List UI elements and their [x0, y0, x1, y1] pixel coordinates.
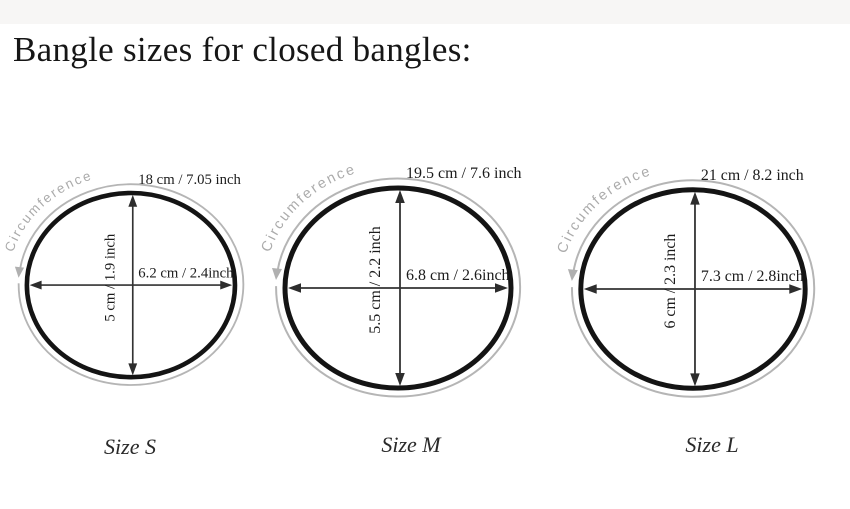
vertical-diameter-value: 6 cm / 2.3 inch: [662, 234, 679, 329]
circumference-value: 21 cm / 8.2 inch: [701, 167, 804, 184]
bangle-diagram-l: Circumference 21 cm / 8.2 inch 7.3 cm / …: [554, 163, 816, 398]
arrowhead-right-icon: [220, 280, 233, 290]
vertical-diameter-value: 5.5 cm / 2.2 inch: [367, 226, 384, 334]
arrowhead-down-icon: [395, 373, 405, 386]
circumference-value: 19.5 cm / 7.6 inch: [406, 165, 522, 182]
bangle-ring: [282, 185, 514, 391]
arrowhead-left-icon: [29, 280, 42, 290]
circumference-arrowhead-icon: [272, 268, 282, 280]
circumference-arc: [275, 177, 522, 398]
circumference-arc: [570, 179, 816, 398]
bangle-size-m: Circumference 19.5 cm / 7.6 inch 6.8 cm …: [258, 150, 536, 458]
arrowhead-up-icon: [395, 190, 405, 203]
circumference-value: 18 cm / 7.05 inch: [138, 172, 241, 188]
arrowhead-down-icon: [690, 373, 700, 387]
size-label: Size L: [685, 432, 739, 458]
circumference-curved-label: Circumference: [258, 161, 358, 254]
circumference-curved-label: Circumference: [2, 167, 94, 253]
vertical-diameter-value: 5 cm / 1.9 inch: [102, 233, 118, 322]
arrowhead-left-icon: [583, 284, 597, 294]
arrowhead-left-icon: [288, 283, 301, 293]
horizontal-diameter-value: 6.2 cm / 2.4inch: [138, 266, 234, 282]
circumference-arrowhead-icon: [14, 266, 25, 278]
size-label: Size S: [104, 434, 156, 460]
bangle-ring: [578, 187, 808, 391]
arrowhead-up-icon: [128, 194, 138, 207]
circumference-arrowhead-icon: [567, 269, 578, 282]
arrowhead-down-icon: [128, 363, 138, 376]
circumference-arc: [17, 183, 245, 386]
bangle-ring: [24, 190, 238, 380]
circumference-curved-label: Circumference: [554, 163, 653, 255]
bangle-size-s: Circumference 18 cm / 7.05 inch 6.2 cm /…: [2, 158, 258, 460]
page-title: Bangle sizes for closed bangles:: [13, 30, 472, 69]
horizontal-diameter-value: 6.8 cm / 2.6inch: [406, 267, 510, 284]
bangle-diagram-s: Circumference 18 cm / 7.05 inch 6.2 cm /…: [2, 167, 245, 386]
bangle-size-l: Circumference 21 cm / 8.2 inch 7.3 cm / …: [554, 152, 830, 458]
horizontal-diameter-value: 7.3 cm / 2.8inch: [701, 268, 804, 285]
bangle-diagram-m: Circumference 19.5 cm / 7.6 inch 6.8 cm …: [258, 161, 522, 398]
arrowhead-right-icon: [789, 284, 803, 294]
arrowhead-up-icon: [690, 191, 700, 205]
size-label: Size M: [381, 432, 441, 457]
arrowhead-right-icon: [495, 283, 508, 293]
top-strip: [0, 0, 850, 24]
